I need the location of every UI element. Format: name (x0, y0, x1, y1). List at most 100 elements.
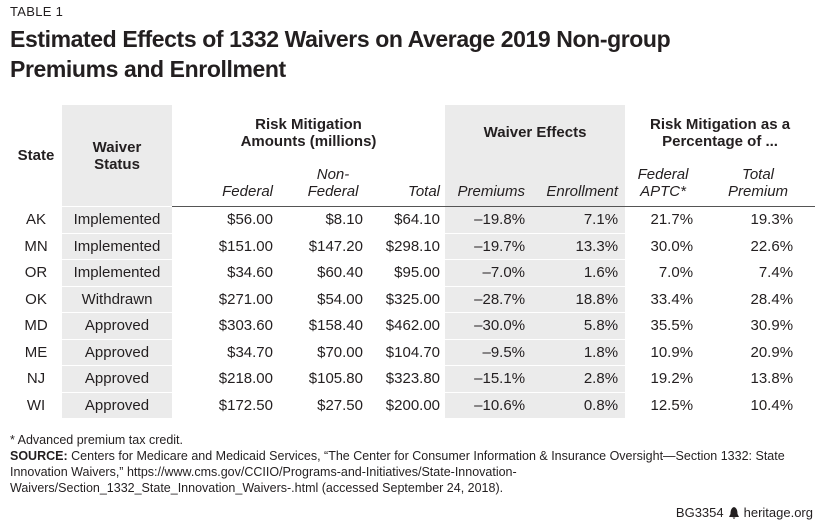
table-cell: $70.00 (280, 338, 370, 366)
table-cell: 35.5% (625, 312, 701, 339)
group-header: Risk Mitigation Amounts (millions) (172, 105, 445, 160)
table-cell: 13.8% (700, 365, 816, 392)
table-cell: 28.4% (700, 285, 816, 313)
table-cell: 7.4% (700, 259, 816, 286)
table-row: MN Implemented $151.00 $147.20 $298.10 –19.7%… (10, 232, 816, 260)
table-cell: Approved (62, 365, 172, 392)
header-text: Waiver Status (92, 138, 142, 173)
brand: BG3354 heritage.org (676, 505, 813, 520)
bell-icon (728, 506, 739, 519)
table-cell: 18.8% (530, 285, 626, 313)
table-cell: 22.6% (700, 232, 816, 260)
table-label: TABLE 1 (10, 4, 64, 19)
header-row: State Waiver Status Risk Mitigation Amount… (10, 105, 815, 207)
table-row: OR Implemented $34.60 $60.40 $95.00 –7.0% 1.6%… (10, 259, 816, 286)
sub-header: Federal (172, 160, 280, 207)
table-cell: OR (10, 259, 62, 286)
table-cell: $462.00 (370, 312, 446, 339)
table-cell: 10.9% (625, 338, 701, 366)
table-cell: OK (10, 285, 62, 313)
table-cell: $8.10 (280, 206, 370, 233)
table: State Waiver Status Risk Mitigation Amount… (10, 105, 816, 418)
table-cell: $105.80 (280, 365, 370, 392)
table-cell: $104.70 (370, 338, 446, 366)
group-header: Waiver Effects (445, 105, 626, 160)
table-row: MD Approved $303.60 $158.40 $462.00 –30.0% 5.8… (10, 312, 816, 339)
table-cell: 30.0% (625, 232, 701, 260)
table-cell: ME (10, 338, 62, 366)
subheader-row: Federal Non-Federal Total Premiums Enrollmen… (10, 160, 816, 207)
table-cell: NJ (10, 365, 62, 392)
table-cell: 7.1% (530, 206, 626, 233)
table-cell: MD (10, 312, 62, 339)
table-cell: $303.60 (172, 312, 280, 339)
table-cell: AK (10, 206, 62, 233)
table-cell: $218.00 (172, 365, 280, 392)
table-cell: 13.3% (530, 232, 626, 260)
table-cell: $151.00 (172, 232, 280, 260)
table-cell: –28.7% (445, 285, 531, 313)
footnote: * Advanced premium tax credit. (10, 433, 183, 447)
table-row: NJ Approved $218.00 $105.80 $323.80 –15.1% 2.8… (10, 365, 816, 392)
table-cell: –9.5% (445, 338, 531, 366)
table-cell: $60.40 (280, 259, 370, 286)
header-text: State (17, 147, 55, 164)
header-text: Waiver Effects (483, 124, 587, 141)
header-text: Total Premium (728, 166, 789, 200)
table-cell: $27.50 (280, 391, 370, 418)
table-cell: 2.8% (530, 365, 626, 392)
table-cell: 10.4% (700, 391, 816, 418)
table-row: AK Implemented $56.00 $8.10 $64.10 –19.8% 7.1%… (10, 206, 816, 233)
title: Estimated Effects of 1332 Waivers on Ave… (10, 26, 671, 82)
source: SOURCE: Centers for Medicare and Medicai… (10, 448, 800, 496)
table-cell: $298.10 (370, 232, 446, 260)
table-cell: –7.0% (445, 259, 531, 286)
table-cell: 5.8% (530, 312, 626, 339)
table-cell: $34.60 (172, 259, 280, 286)
table-cell: –10.6% (445, 391, 531, 418)
table-cell: $158.40 (280, 312, 370, 339)
table-cell: 1.8% (530, 338, 626, 366)
group-header: Risk Mitigation as a Percentage of ... (625, 105, 815, 160)
table-cell: Implemented (62, 206, 172, 233)
table-cell: $323.80 (370, 365, 446, 392)
table-cell: 19.3% (700, 206, 816, 233)
header-text: Risk Mitigation as a Percentage of ... (650, 115, 791, 150)
header-text: Non-Federal (307, 166, 359, 200)
sub-header: Premiums (445, 160, 531, 207)
header-text: Federal (222, 183, 273, 200)
table-cell: Withdrawn (62, 285, 172, 313)
header-text: Total (408, 183, 441, 200)
source-text: Centers for Medicare and Medicaid Servic… (10, 449, 785, 495)
table-cell: Implemented (62, 232, 172, 260)
table-cell: –30.0% (445, 312, 531, 339)
table-cell: Implemented (62, 259, 172, 286)
header-text: Risk Mitigation Amounts (millions) (240, 115, 377, 150)
table-cell: Approved (62, 391, 172, 418)
table-cell: 21.7% (625, 206, 701, 233)
table-cell: $325.00 (370, 285, 446, 313)
table-cell: –19.7% (445, 232, 531, 260)
table-cell: –15.1% (445, 365, 531, 392)
table-cell: WI (10, 391, 62, 418)
table-cell: 1.6% (530, 259, 626, 286)
header-text: Federal APTC* (637, 166, 689, 200)
table-cell: $95.00 (370, 259, 446, 286)
table-cell: $172.50 (172, 391, 280, 418)
sub-header: Non-Federal (280, 160, 370, 207)
source-label: SOURCE: (10, 449, 68, 463)
table-cell: Approved (62, 312, 172, 339)
table-cell: –19.8% (445, 206, 531, 233)
code: BG3354 (675, 505, 724, 520)
table-cell: $56.00 (172, 206, 280, 233)
table-row: OK Withdrawn $271.00 $54.00 $325.00 –28.7% 18.… (10, 285, 816, 313)
table-cell: MN (10, 232, 62, 260)
table-cell: 7.0% (625, 259, 701, 286)
table-cell: $271.00 (172, 285, 280, 313)
table-cell: $34.70 (172, 338, 280, 366)
table-cell: 0.8% (530, 391, 626, 418)
table-cell: $54.00 (280, 285, 370, 313)
sub-header: Federal APTC* (625, 160, 701, 207)
table-cell: Approved (62, 338, 172, 366)
